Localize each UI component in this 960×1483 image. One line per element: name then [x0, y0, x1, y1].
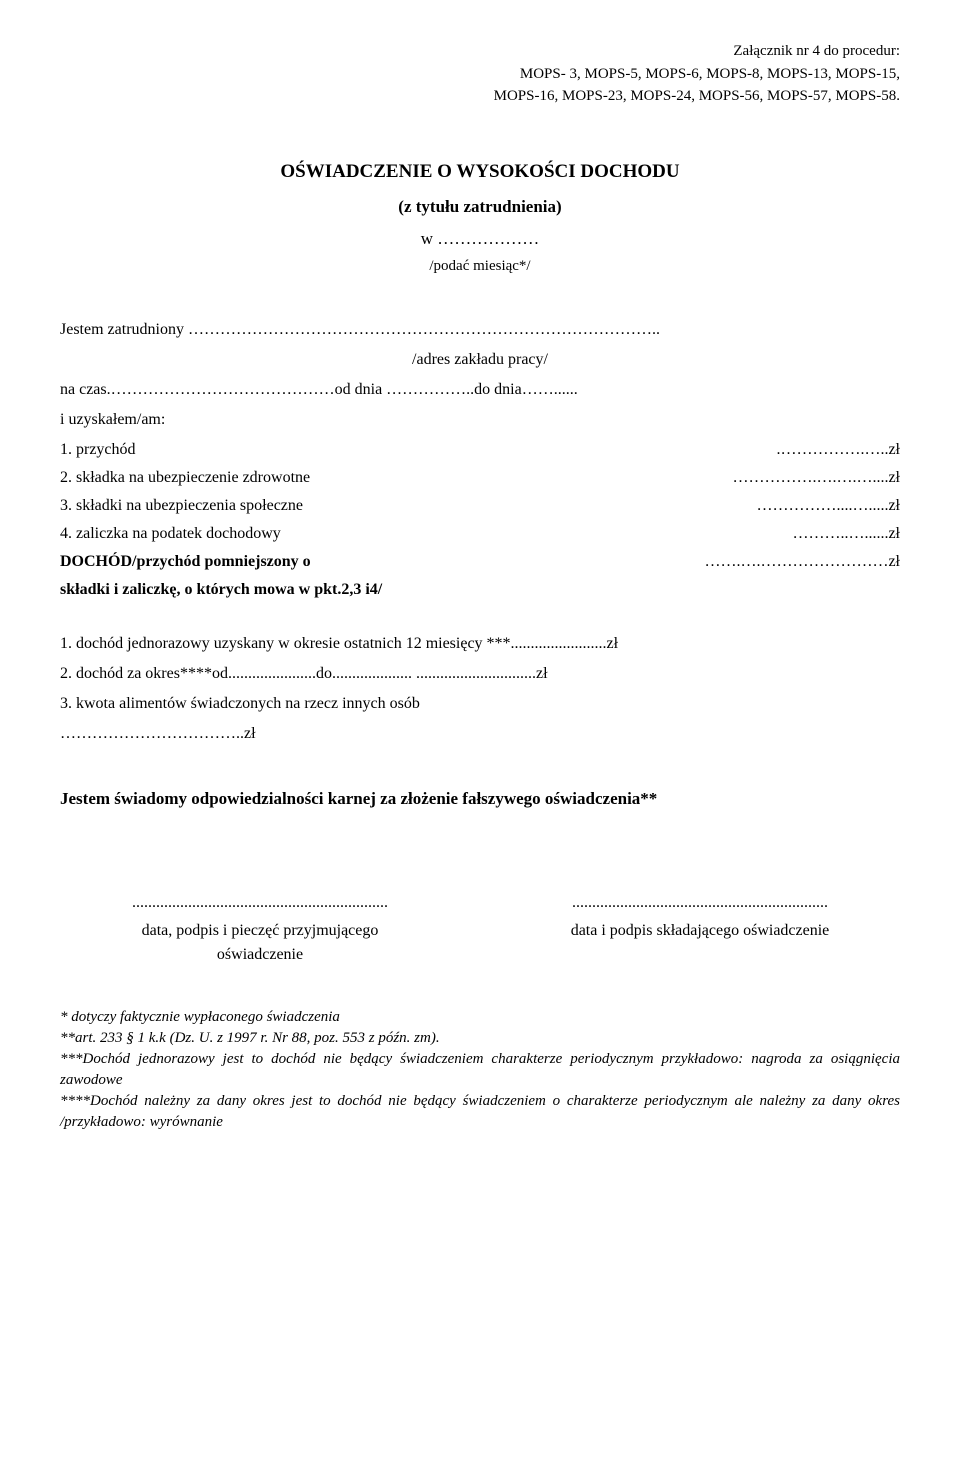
item-value: ………..…......zł [700, 522, 900, 546]
dochod-note: składki i zaliczkę, o których mowa w pkt… [60, 578, 900, 602]
footnote-1: * dotyczy faktycznie wypłaconego świadcz… [60, 1007, 900, 1028]
signature-left-dots: ........................................… [60, 891, 460, 915]
document-title: OŚWIADCZENIE O WYSOKOŚCI DOCHODU [60, 158, 900, 187]
footnotes: * dotyczy faktycznie wypłaconego świadcz… [60, 1007, 900, 1133]
attachment-line-2: MOPS- 3, MOPS-5, MOPS-6, MOPS-8, MOPS-13… [60, 63, 900, 86]
obtained-line: i uzyskałem/am: [60, 408, 900, 432]
item-value: …………….….….…....zł [700, 466, 900, 490]
awareness-statement: Jestem świadomy odpowiedzialności karnej… [60, 786, 900, 812]
item-value: .…………….…..zł [700, 438, 900, 462]
month-note: /podać miesiąc*/ [60, 255, 900, 278]
signature-right-label: data i podpis składającego oświadczenie [500, 919, 900, 943]
item-label: 3. składki na ubezpieczenia społeczne [60, 494, 700, 518]
signature-left-label-2: oświadczenie [60, 943, 460, 967]
footnote-3: ***Dochód jednorazowy jest to dochód nie… [60, 1049, 900, 1091]
secondary-line: 1. dochód jednorazowy uzyskany w okresie… [60, 632, 900, 656]
signature-row: ........................................… [60, 891, 900, 967]
item-value: ……………....….....zł [700, 494, 900, 518]
attachment-line-3: MOPS-16, MOPS-23, MOPS-24, MOPS-56, MOPS… [60, 85, 900, 108]
attachment-line-1: Załącznik nr 4 do procedur: [60, 40, 900, 63]
attachment-header: Załącznik nr 4 do procedur: MOPS- 3, MOP… [60, 40, 900, 108]
item-row-4: 4. zaliczka na podatek dochodowy ………..….… [60, 522, 900, 546]
secondary-line: 3. kwota alimentów świadczonych na rzecz… [60, 692, 900, 716]
footnote-4: ****Dochód należny za dany okres jest to… [60, 1091, 900, 1133]
footnote-2-text: **art. 233 § 1 k.k (Dz. U. z 1997 r. Nr … [60, 1030, 440, 1046]
secondary-block: 1. dochód jednorazowy uzyskany w okresie… [60, 632, 900, 746]
signature-right-dots: ........................................… [500, 891, 900, 915]
workplace-note: /adres zakładu pracy/ [60, 348, 900, 372]
signature-left: ........................................… [60, 891, 460, 967]
secondary-line: ……………………………..zł [60, 722, 900, 746]
dochod-label: DOCHÓD/przychód pomniejszony o [60, 550, 700, 574]
employed-line: Jestem zatrudniony ………………………………………………………… [60, 318, 900, 342]
item-label: 2. składka na ubezpieczenie zdrowotne [60, 466, 700, 490]
item-label: 1. przychód [60, 438, 700, 462]
dochod-row: DOCHÓD/przychód pomniejszony o …….….…………… [60, 550, 900, 574]
item-row-3: 3. składki na ubezpieczenia społeczne ……… [60, 494, 900, 518]
item-label: 4. zaliczka na podatek dochodowy [60, 522, 700, 546]
signature-left-label-1: data, podpis i pieczęć przyjmującego [60, 919, 460, 943]
month-line: w ……………… [60, 226, 900, 252]
footnote-2: **art. 233 § 1 k.k (Dz. U. z 1997 r. Nr … [60, 1028, 900, 1049]
item-row-1: 1. przychód .…………….…..zł [60, 438, 900, 462]
time-line: na czas.……………………………………od dnia ……………..do … [60, 378, 900, 402]
secondary-line: 2. dochód za okres****od................… [60, 662, 900, 686]
item-row-2: 2. składka na ubezpieczenie zdrowotne ……… [60, 466, 900, 490]
document-subtitle: (z tytułu zatrudnienia) [60, 194, 900, 220]
signature-right: ........................................… [500, 891, 900, 967]
dochod-value: …….….……………………zł [700, 550, 900, 574]
